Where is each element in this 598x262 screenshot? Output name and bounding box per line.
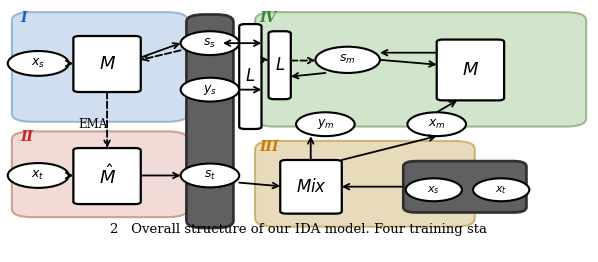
Text: $s_s$: $s_s$	[203, 37, 216, 50]
FancyBboxPatch shape	[255, 12, 586, 127]
Text: $L$: $L$	[245, 68, 255, 85]
Text: $s_m$: $s_m$	[340, 53, 356, 66]
Text: $Mix$: $Mix$	[295, 178, 327, 196]
FancyBboxPatch shape	[239, 24, 261, 129]
Circle shape	[181, 78, 239, 102]
Circle shape	[8, 163, 69, 188]
Text: I: I	[20, 11, 27, 25]
FancyBboxPatch shape	[74, 36, 141, 92]
Text: III: III	[259, 140, 279, 154]
FancyBboxPatch shape	[12, 131, 188, 217]
Circle shape	[407, 112, 466, 136]
FancyBboxPatch shape	[12, 12, 188, 122]
Text: IV: IV	[259, 11, 276, 25]
Text: $x_s$: $x_s$	[428, 184, 440, 196]
Text: $L$: $L$	[274, 57, 285, 74]
FancyBboxPatch shape	[269, 31, 291, 99]
FancyBboxPatch shape	[280, 160, 342, 214]
Text: $\hat{M}$: $\hat{M}$	[99, 164, 115, 188]
Text: $s_t$: $s_t$	[204, 169, 216, 182]
Circle shape	[181, 163, 239, 187]
Text: $x_m$: $x_m$	[428, 118, 446, 131]
FancyBboxPatch shape	[187, 14, 233, 228]
Circle shape	[296, 112, 355, 136]
FancyBboxPatch shape	[74, 148, 141, 204]
Circle shape	[315, 47, 380, 73]
FancyBboxPatch shape	[255, 141, 475, 227]
Text: $x_s$: $x_s$	[31, 57, 45, 70]
Circle shape	[405, 178, 462, 201]
Text: $y_m$: $y_m$	[316, 117, 334, 131]
Text: $x_t$: $x_t$	[32, 169, 45, 182]
Text: 2   Overall structure of our IDA model. Four training sta: 2 Overall structure of our IDA model. Fo…	[111, 223, 487, 236]
Circle shape	[473, 178, 529, 201]
Text: $x_t$: $x_t$	[495, 184, 507, 196]
FancyBboxPatch shape	[403, 161, 526, 212]
Text: II: II	[20, 130, 33, 144]
FancyBboxPatch shape	[437, 40, 504, 100]
Text: EMA: EMA	[78, 118, 107, 131]
Circle shape	[181, 31, 239, 55]
Text: $M$: $M$	[99, 55, 115, 73]
Text: $y_s$: $y_s$	[203, 83, 217, 97]
Text: $M$: $M$	[462, 61, 479, 79]
Circle shape	[8, 51, 69, 76]
